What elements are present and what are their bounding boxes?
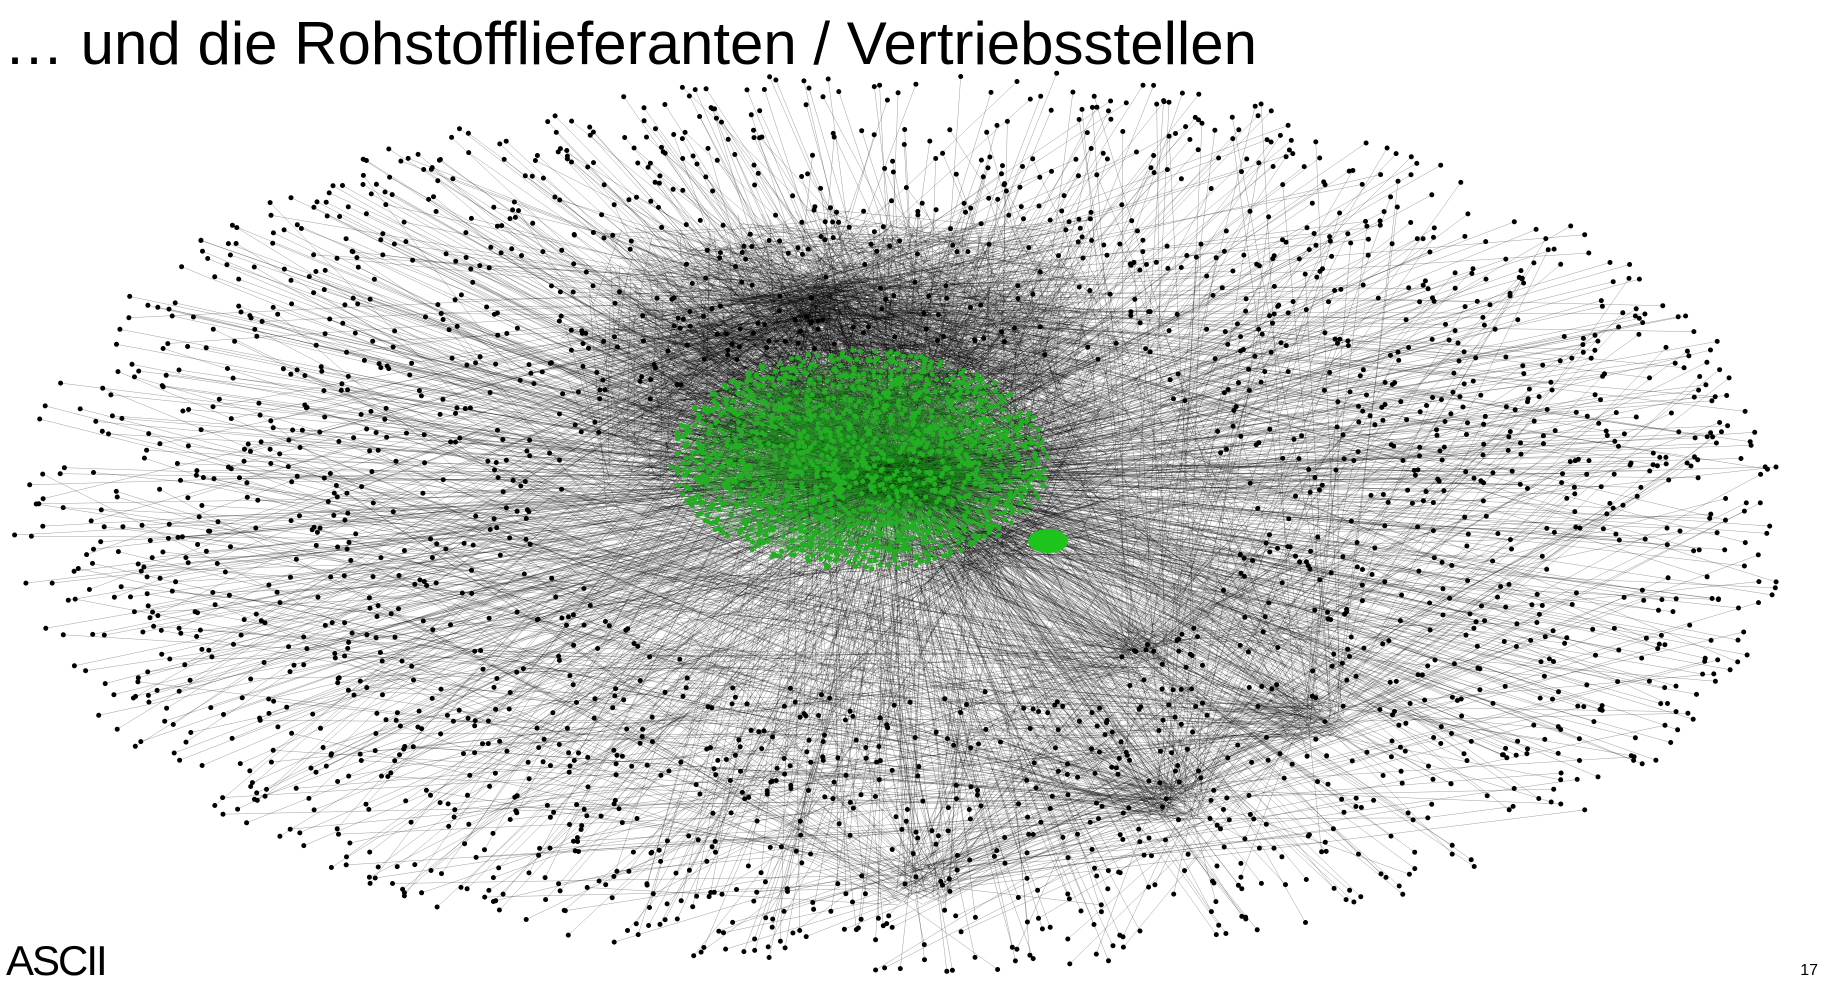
edges xyxy=(14,73,1777,972)
network-graph xyxy=(12,70,1779,974)
logo: ASCII xyxy=(6,937,106,984)
page-number: 17 xyxy=(1800,962,1818,979)
slide-title: … und die Rohstofflieferanten / Vertrieb… xyxy=(4,10,1257,77)
green-nodes xyxy=(668,347,1050,572)
main-node xyxy=(1028,529,1068,553)
nodes xyxy=(12,70,1779,974)
